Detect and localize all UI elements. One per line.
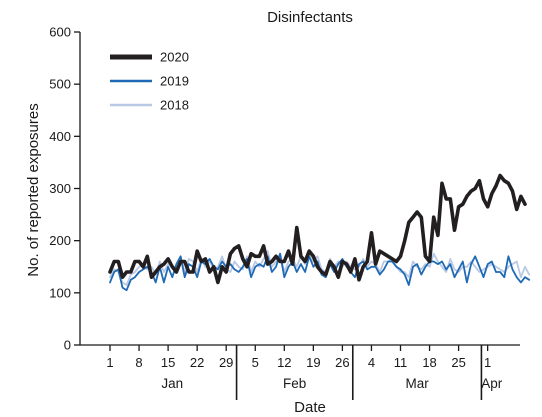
y-axis: 0 100 200 300 400 500 600	[49, 25, 81, 353]
legend-label-2020: 2020	[160, 50, 189, 65]
x-tick-label: 19	[306, 355, 320, 370]
x-tick-label: 11	[394, 355, 408, 370]
chart-title: Disinfectants	[267, 9, 353, 26]
y-tick-label: 0	[64, 338, 71, 353]
y-tick-label: 200	[49, 233, 71, 248]
x-tick-label: 12	[277, 355, 291, 370]
month-label: Feb	[283, 376, 306, 391]
legend-label-2019: 2019	[160, 74, 189, 89]
y-tick-label: 500	[49, 77, 71, 92]
series-layer	[108, 173, 531, 292]
y-axis-label: No. of reported exposures	[25, 103, 42, 276]
x-tick-label: 1	[106, 355, 113, 370]
y-tick-label: 400	[49, 129, 71, 144]
x-tick-label: 4	[368, 355, 375, 370]
legend-label-2018: 2018	[160, 98, 189, 113]
y-tick-label: 600	[49, 25, 71, 40]
month-label: Apr	[481, 376, 503, 391]
x-tick-label: 26	[335, 355, 349, 370]
month-label: Mar	[405, 376, 429, 391]
x-tick-label: 1	[484, 355, 491, 370]
legend: 2020 2019 2018	[110, 50, 189, 113]
x-tick-label: 29	[219, 355, 233, 370]
x-tick-label: 15	[161, 355, 175, 370]
y-tick-label: 100	[49, 285, 71, 300]
x-tick-label: 22	[190, 355, 204, 370]
x-tick-label: 8	[135, 355, 142, 370]
x-tick-label: 18	[422, 355, 436, 370]
x-tick-label: 5	[252, 355, 259, 370]
series-line-2020	[108, 173, 527, 285]
y-tick-label: 300	[49, 181, 71, 196]
x-axis-label: Date	[294, 399, 326, 416]
month-label: Jan	[161, 376, 183, 391]
x-tick-label: 25	[451, 355, 465, 370]
